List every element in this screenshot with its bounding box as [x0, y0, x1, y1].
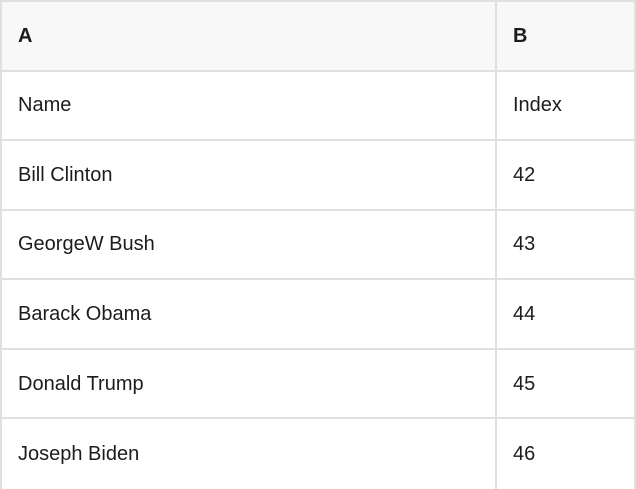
table-row: Joseph Biden 46 [2, 419, 634, 489]
cell-a-row-2[interactable]: GeorgeW Bush [2, 210, 497, 279]
cell-text: Name [18, 94, 72, 117]
cell-text: GeorgeW Bush [18, 233, 155, 256]
cell-text: 46 [513, 443, 536, 466]
cell-text: Donald Trump [18, 372, 144, 395]
cell-text: 44 [513, 303, 536, 326]
cell-text: 45 [513, 372, 536, 395]
cell-text: Bill Clinton [18, 163, 113, 186]
column-header-a[interactable]: A [2, 2, 497, 70]
cell-b-row-1[interactable]: 42 [497, 141, 634, 209]
table-row: Barack Obama 44 [2, 280, 634, 350]
table-row: Bill Clinton 42 [2, 141, 634, 211]
table-row: Donald Trump 45 [2, 349, 634, 420]
cell-text: Barack Obama [18, 303, 152, 326]
cell-a-row-1[interactable]: Bill Clinton [2, 141, 497, 209]
column-header-b[interactable]: B [497, 2, 634, 70]
cell-text: 43 [513, 233, 536, 256]
table-row: GeorgeW Bush 43 [2, 210, 634, 281]
cell-b-row-3[interactable]: 44 [497, 280, 634, 348]
column-header-label: B [513, 24, 528, 47]
cell-b-row-0[interactable]: Index [497, 72, 634, 140]
cell-b-row-5[interactable]: 46 [497, 419, 634, 489]
cell-a-row-5[interactable]: Joseph Biden [2, 419, 497, 489]
cell-text: Joseph Biden [18, 443, 140, 466]
cell-a-row-3[interactable]: Barack Obama [2, 280, 497, 348]
cell-a-row-4[interactable]: Donald Trump [2, 349, 497, 418]
cell-b-row-2[interactable]: 43 [497, 211, 634, 279]
column-header-label: A [18, 24, 33, 47]
cell-a-row-0[interactable]: Name [2, 71, 497, 140]
cell-b-row-4[interactable]: 45 [497, 350, 634, 418]
cell-text: Index [513, 94, 562, 117]
cell-text: 42 [513, 163, 536, 186]
table-row: Name Index [2, 71, 634, 142]
